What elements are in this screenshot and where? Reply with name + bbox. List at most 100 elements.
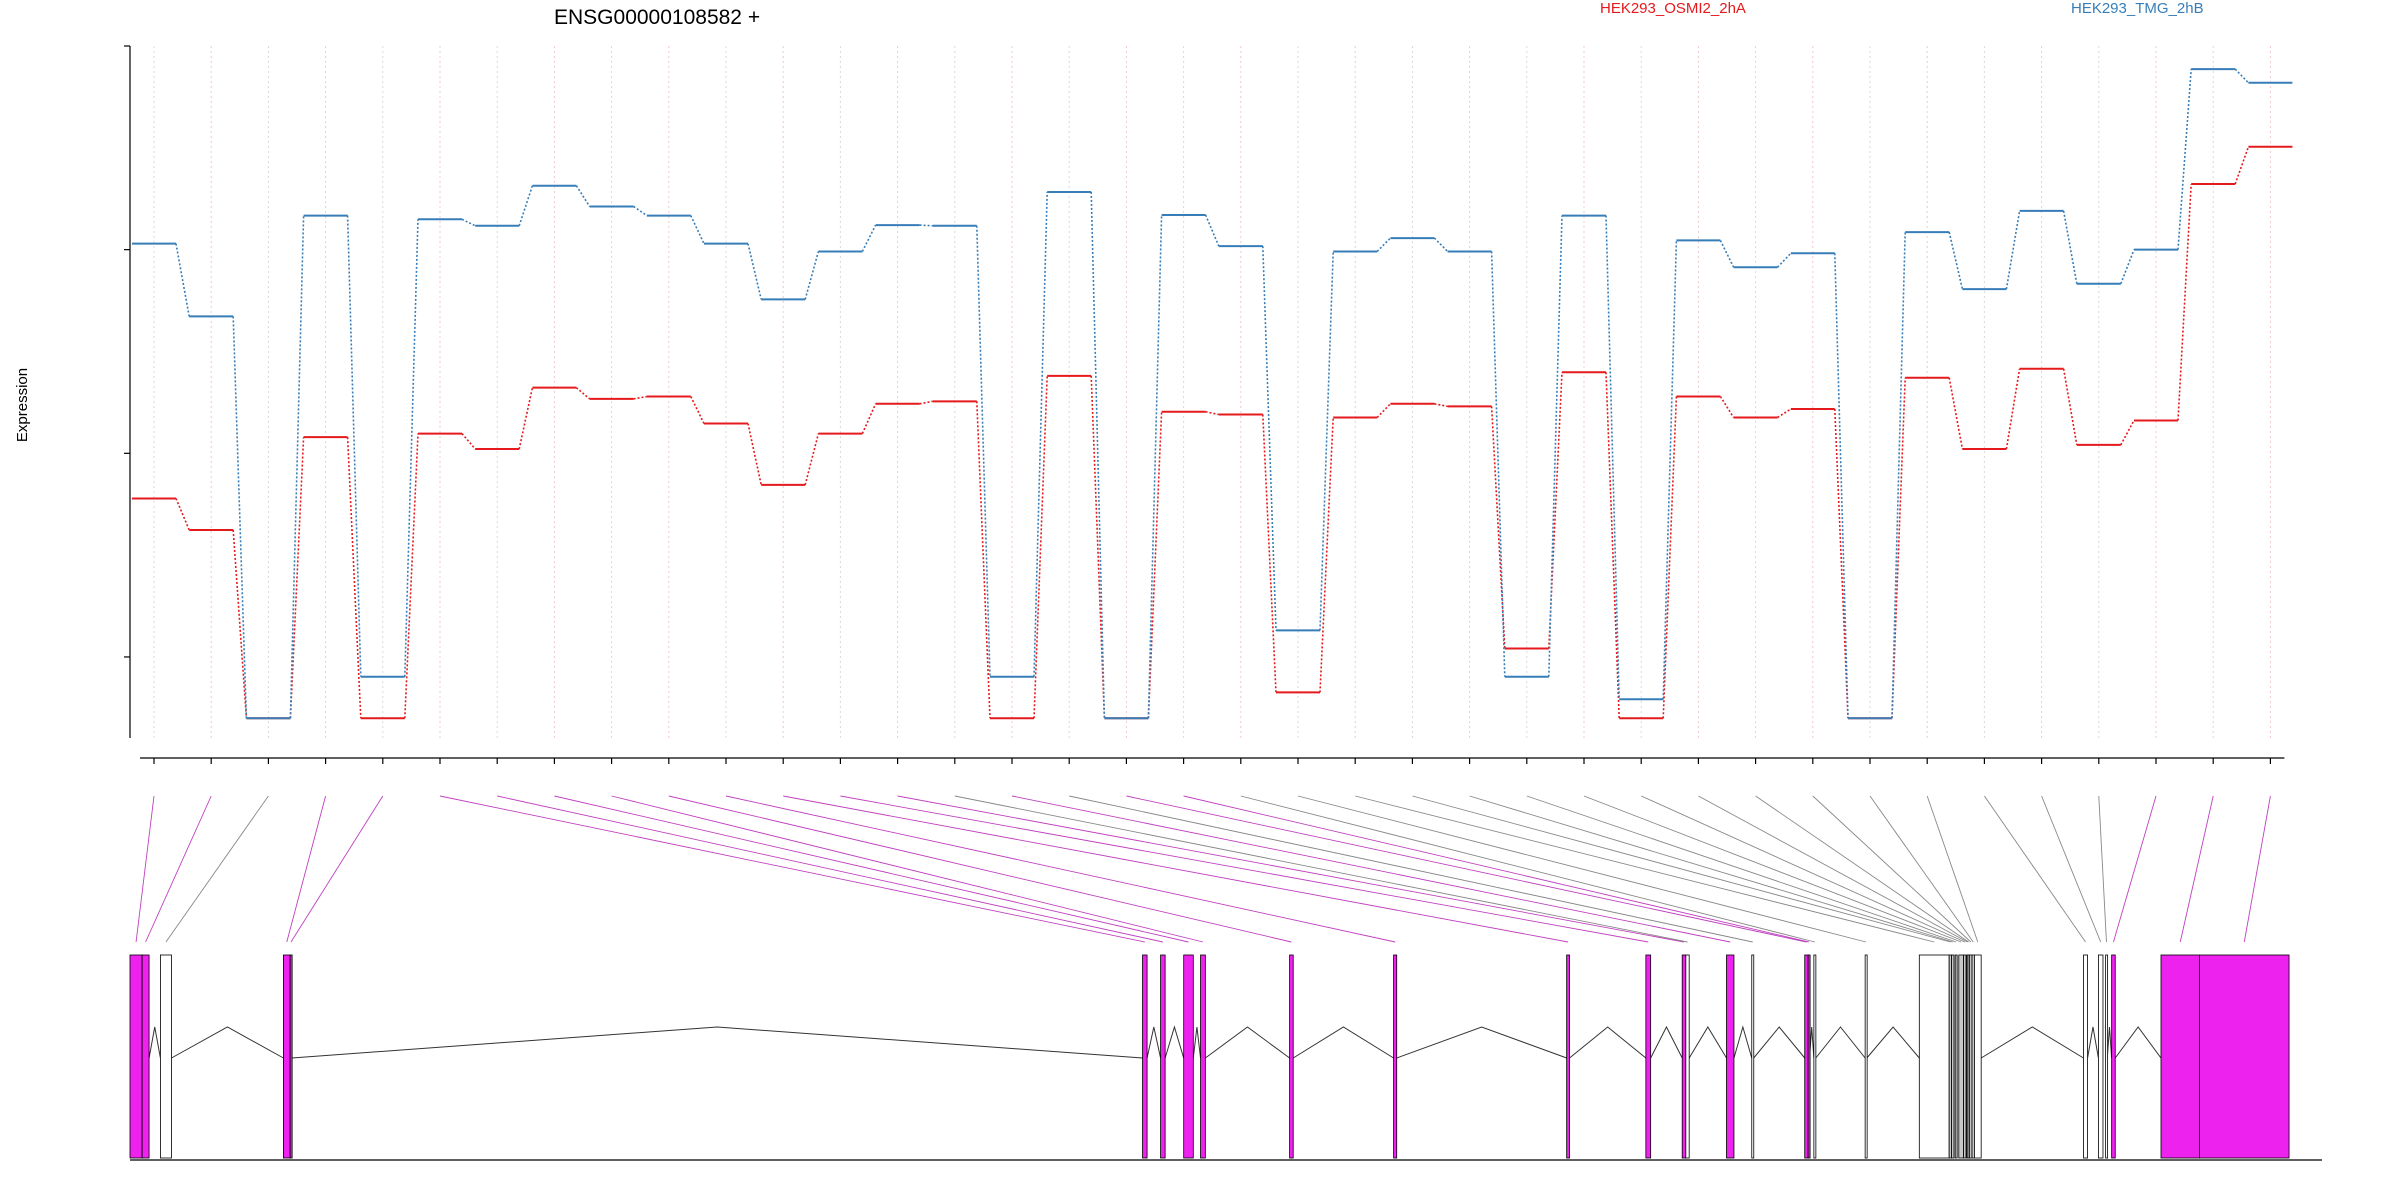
data-connector bbox=[518, 387, 534, 450]
data-connector bbox=[175, 498, 190, 531]
data-connector bbox=[1605, 372, 1620, 719]
exon-connector bbox=[145, 795, 212, 943]
exon-connector bbox=[1469, 795, 1953, 943]
exon-connector bbox=[286, 795, 327, 943]
exon-connector bbox=[783, 795, 1569, 943]
exon-connector bbox=[1240, 795, 1815, 943]
exon-connector bbox=[1812, 795, 1972, 943]
exon-connector bbox=[840, 795, 1649, 943]
data-connector bbox=[1891, 377, 1906, 719]
data-connector bbox=[2177, 183, 2192, 421]
exon-box bbox=[160, 954, 172, 1159]
data-connector bbox=[1948, 377, 1964, 450]
data-connector bbox=[1490, 251, 1506, 677]
exon-connector bbox=[135, 795, 155, 943]
exon-box bbox=[1918, 954, 1950, 1159]
exon-connectors bbox=[135, 795, 2271, 943]
exon-box bbox=[141, 954, 150, 1159]
data-connector bbox=[861, 224, 877, 252]
exon-box bbox=[2111, 954, 2116, 1159]
exon-box bbox=[1864, 954, 1868, 1159]
intron-line bbox=[1396, 1026, 1567, 1059]
series-lines bbox=[132, 68, 2293, 720]
data-connector bbox=[633, 205, 648, 217]
data-connector bbox=[346, 215, 362, 677]
exon-box bbox=[1685, 954, 1690, 1159]
exon-connector bbox=[1069, 795, 1753, 943]
data-connector bbox=[2062, 368, 2078, 446]
data-connector bbox=[404, 219, 419, 677]
intron-line bbox=[1146, 1026, 1162, 1059]
exon-connector bbox=[497, 795, 1163, 943]
exon-connector bbox=[1984, 795, 2086, 943]
data-connector bbox=[289, 215, 305, 719]
exon-box bbox=[2105, 954, 2109, 1159]
data-connector bbox=[1662, 240, 1678, 700]
intron-line bbox=[2106, 1026, 2113, 1059]
exon-connector bbox=[554, 795, 1189, 943]
data-connector bbox=[461, 433, 476, 450]
exon-connector bbox=[439, 795, 1145, 943]
exon-box bbox=[1804, 954, 1809, 1159]
y-axis-label: Expression bbox=[14, 368, 31, 442]
exon-connector bbox=[1183, 795, 1809, 943]
exon-box bbox=[129, 954, 143, 1159]
data-connector bbox=[1662, 396, 1678, 719]
data-connector bbox=[1834, 253, 1849, 719]
exon-connector bbox=[1698, 795, 1968, 943]
exon-box bbox=[1751, 954, 1755, 1159]
data-connector bbox=[919, 400, 933, 405]
series-2 bbox=[132, 68, 2293, 720]
exon-box bbox=[1681, 954, 1687, 1159]
data-connector bbox=[518, 185, 534, 227]
data-connector bbox=[1033, 191, 1048, 677]
exon-connector bbox=[1297, 795, 1867, 943]
exon-box bbox=[1813, 954, 1817, 1159]
exon-box bbox=[1393, 954, 1398, 1159]
data-connector bbox=[1376, 237, 1391, 253]
exon-connector bbox=[1126, 795, 1807, 943]
data-connector bbox=[976, 225, 991, 677]
data-connector bbox=[804, 251, 820, 300]
data-connector bbox=[919, 224, 933, 227]
exon-box bbox=[1963, 954, 1967, 1159]
gene-model bbox=[129, 954, 2322, 1161]
intron-line bbox=[1292, 1026, 1394, 1059]
data-connector bbox=[2177, 69, 2192, 250]
exon-box bbox=[2097, 954, 2104, 1159]
intron-line bbox=[2087, 1026, 2099, 1059]
data-connector bbox=[1777, 252, 1792, 268]
exon-box bbox=[289, 954, 293, 1159]
exon-connector bbox=[1355, 795, 1935, 943]
intron-line bbox=[1866, 1026, 1920, 1059]
data-connector bbox=[575, 185, 591, 207]
exon-box bbox=[1566, 954, 1570, 1159]
data-connector bbox=[575, 387, 591, 400]
data-connector bbox=[1777, 408, 1792, 419]
intron-line bbox=[148, 1026, 161, 1059]
data-connector bbox=[1262, 246, 1277, 631]
intron-line bbox=[1569, 1026, 1647, 1059]
data-connector bbox=[1490, 406, 1506, 649]
series-1 bbox=[132, 145, 2293, 720]
data-connector bbox=[633, 395, 647, 400]
exon-box bbox=[2083, 954, 2088, 1159]
intron-line bbox=[171, 1026, 284, 1059]
data-connector bbox=[1948, 231, 1964, 290]
exon-connector bbox=[165, 795, 269, 943]
exon-box bbox=[1726, 954, 1735, 1159]
exon-connector bbox=[2179, 795, 2214, 943]
exon-connector bbox=[1869, 795, 1974, 943]
exon-connector bbox=[954, 795, 1688, 943]
data-connector bbox=[1147, 411, 1163, 719]
data-connector bbox=[1090, 191, 1106, 719]
data-connector bbox=[1605, 215, 1620, 700]
data-connector bbox=[1548, 215, 1563, 677]
exon-box bbox=[1954, 954, 1958, 1159]
exon-connector bbox=[2243, 795, 2271, 943]
data-connector bbox=[2062, 210, 2078, 284]
data-connector bbox=[1433, 237, 1449, 253]
data-connector bbox=[1376, 403, 1391, 419]
data-connector bbox=[747, 243, 762, 300]
